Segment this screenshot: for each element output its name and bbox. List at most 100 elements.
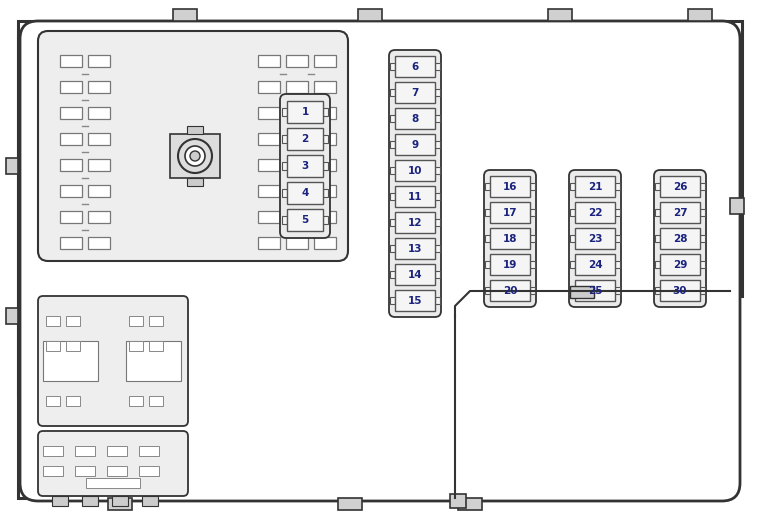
Text: 13: 13 — [407, 244, 422, 253]
FancyBboxPatch shape — [484, 170, 536, 307]
FancyBboxPatch shape — [20, 21, 740, 501]
Bar — [575, 176, 615, 197]
Bar — [282, 216, 287, 224]
Bar — [6, 308, 18, 324]
Bar — [660, 176, 700, 197]
Text: 19: 19 — [503, 260, 517, 269]
Bar — [390, 89, 395, 96]
Bar — [435, 141, 440, 148]
Bar — [490, 176, 530, 197]
Bar — [88, 185, 110, 197]
Bar — [395, 290, 435, 311]
Bar — [126, 341, 181, 381]
Bar — [314, 81, 336, 93]
Bar — [88, 159, 110, 171]
Bar — [60, 237, 82, 249]
Bar — [88, 133, 110, 145]
Text: 8: 8 — [411, 114, 419, 123]
Bar — [570, 235, 575, 242]
Text: 26: 26 — [673, 182, 687, 191]
Text: 20: 20 — [503, 285, 517, 296]
Bar — [52, 496, 68, 506]
Bar — [170, 134, 220, 178]
Bar — [286, 211, 308, 223]
Bar — [88, 237, 110, 249]
Bar — [107, 446, 127, 456]
Bar — [530, 261, 535, 268]
Bar — [60, 81, 82, 93]
FancyBboxPatch shape — [389, 50, 441, 317]
Bar — [60, 55, 82, 67]
Bar — [655, 287, 660, 294]
FancyBboxPatch shape — [38, 31, 348, 261]
Text: 15: 15 — [407, 296, 422, 305]
Text: 30: 30 — [673, 285, 687, 296]
Text: 3: 3 — [301, 161, 308, 171]
Bar — [358, 9, 382, 21]
Bar — [43, 341, 98, 381]
Bar — [688, 9, 712, 21]
Bar — [314, 55, 336, 67]
Bar — [395, 160, 435, 181]
Bar — [395, 82, 435, 103]
Bar — [395, 238, 435, 259]
Bar — [485, 287, 490, 294]
Bar — [570, 286, 594, 298]
Bar — [108, 498, 132, 510]
Bar — [282, 108, 287, 116]
Bar — [173, 9, 197, 21]
Text: 16: 16 — [503, 182, 517, 191]
Bar — [450, 494, 466, 508]
Bar — [700, 287, 705, 294]
Bar — [655, 261, 660, 268]
Bar — [390, 219, 395, 226]
Bar — [323, 135, 328, 143]
Bar — [287, 155, 323, 177]
Bar — [187, 126, 203, 134]
Text: 10: 10 — [407, 166, 422, 175]
Bar — [390, 63, 395, 70]
Bar — [435, 297, 440, 304]
Bar — [286, 107, 308, 119]
Bar — [395, 186, 435, 207]
Circle shape — [178, 139, 212, 173]
Bar — [258, 81, 280, 93]
Bar — [700, 235, 705, 242]
Bar — [314, 133, 336, 145]
Bar — [390, 271, 395, 278]
Bar — [575, 202, 615, 223]
Bar — [107, 466, 127, 476]
Bar — [66, 341, 80, 351]
Bar — [75, 466, 95, 476]
Text: 14: 14 — [407, 269, 422, 280]
Bar — [485, 261, 490, 268]
Bar — [458, 498, 482, 510]
Bar — [530, 183, 535, 190]
FancyBboxPatch shape — [280, 94, 330, 238]
Bar — [435, 63, 440, 70]
Bar — [149, 396, 163, 406]
Bar — [46, 316, 60, 326]
Bar — [287, 101, 323, 123]
Bar — [187, 178, 203, 186]
Bar — [435, 167, 440, 174]
Bar — [258, 107, 280, 119]
Bar — [323, 189, 328, 197]
Text: 6: 6 — [411, 61, 419, 72]
Bar — [655, 209, 660, 216]
Bar — [615, 261, 620, 268]
Bar — [43, 466, 63, 476]
Text: 1: 1 — [301, 107, 308, 117]
FancyBboxPatch shape — [654, 170, 706, 307]
Text: 21: 21 — [588, 182, 602, 191]
Bar — [435, 245, 440, 252]
Bar — [490, 228, 530, 249]
Bar — [323, 108, 328, 116]
Bar — [730, 198, 744, 214]
Bar — [575, 228, 615, 249]
Bar — [86, 478, 140, 488]
Bar — [6, 158, 18, 174]
Bar — [129, 396, 143, 406]
Bar — [390, 141, 395, 148]
Bar — [66, 316, 80, 326]
